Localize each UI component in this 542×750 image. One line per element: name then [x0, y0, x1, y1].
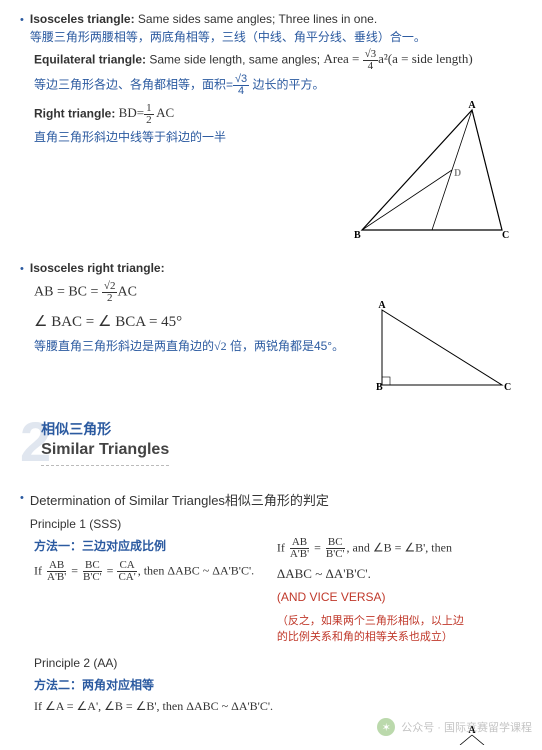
- m1r-zh1: （反之，如果两个三角形相似，以上边: [277, 612, 522, 628]
- iso-zh-b: 倍，两锐角都是45°。: [227, 339, 344, 353]
- m1-then: , then ΔABC ~ ΔA'B'C'.: [138, 563, 254, 577]
- section-header: 2 相似三角形 Similar Triangles: [20, 414, 522, 470]
- iso-zh-a: 等腰直角三角形斜边是两直角边的: [34, 339, 214, 353]
- bullet-icon: •: [20, 263, 24, 275]
- wechat-icon: ✶: [377, 718, 395, 736]
- bullet-icon: •: [20, 14, 24, 45]
- equilateral-zh-a: 等边三角形各边、各角都相等，面积=: [34, 78, 233, 92]
- m1r-zh2: 的比例关系和角的相等关系也成立）: [277, 628, 522, 644]
- section-title-en: Similar Triangles: [41, 441, 169, 459]
- divider: [41, 465, 169, 466]
- area-suffix: a²(a = side length): [378, 51, 473, 66]
- svg-text:C: C: [504, 382, 511, 393]
- frac-den: 4: [366, 61, 376, 72]
- right-term: Right triangle:: [34, 106, 115, 120]
- iso-eq1-b: AC: [117, 285, 136, 300]
- right-eq-b: AC: [154, 105, 175, 120]
- right-triangle-figure: A B C D: [342, 100, 512, 253]
- svg-text:A: A: [468, 100, 476, 111]
- method-2-title: 方法二：两角对应相等: [34, 676, 522, 693]
- watermark: ✶ 公众号 · 国际竞赛留学课程: [377, 718, 532, 736]
- svg-text:B: B: [376, 382, 383, 393]
- determination-heading: Determination of Similar Triangles相似三角形的…: [30, 490, 522, 509]
- svg-text:D: D: [454, 168, 461, 179]
- vice-versa: (AND VICE VERSA): [277, 590, 522, 604]
- watermark-text: 公众号 · 国际竞赛留学课程: [401, 719, 532, 735]
- svg-text:A: A: [378, 300, 386, 311]
- p2-eq: If ∠A = ∠A', ∠B = ∠B', then ΔABC ~ ΔA'B'…: [34, 699, 522, 714]
- right-eq-a: BD=: [119, 105, 144, 120]
- equilateral-desc: Same side length, same angles;: [149, 52, 320, 66]
- iso-sqrt: √2: [214, 339, 227, 353]
- equilateral-zh-b: 边长的平方。: [249, 78, 324, 92]
- bullet-icon: •: [20, 492, 24, 531]
- method-1-title: 方法一：三边对应成比例: [34, 537, 257, 554]
- m1-if: If: [34, 563, 45, 577]
- m1r-conc: ΔABC ~ ΔA'B'C'.: [277, 566, 522, 582]
- frac-den-2: 4: [236, 86, 246, 97]
- iso-eq1-a: AB = BC =: [34, 285, 102, 300]
- principle-2: Principle 2 (AA): [34, 656, 522, 670]
- svg-text:B: B: [354, 230, 361, 241]
- iso-right-term: Isosceles right triangle:: [30, 261, 165, 275]
- right-frac-den: 2: [144, 115, 154, 126]
- isosceles-term: Isosceles triangle:: [30, 12, 135, 26]
- principle-1: Principle 1 (SSS): [30, 517, 522, 531]
- m1r-if: If: [277, 540, 288, 554]
- area-prefix: Area =: [323, 51, 362, 66]
- isosceles-desc: Same sides same angles; Three lines in o…: [138, 12, 377, 26]
- iso-right-triangle-figure: A B C: [362, 300, 512, 398]
- m1r-and: , and ∠B = ∠B', then: [347, 540, 452, 554]
- iso-frac-den: 2: [105, 293, 115, 304]
- svg-text:C: C: [502, 230, 509, 241]
- isosceles-zh: 等腰三角形两腰相等，两底角相等，三线（中线、角平分线、垂线）合一。: [30, 28, 522, 45]
- section-title-zh: 相似三角形: [41, 419, 169, 439]
- equilateral-term: Equilateral triangle:: [34, 52, 146, 66]
